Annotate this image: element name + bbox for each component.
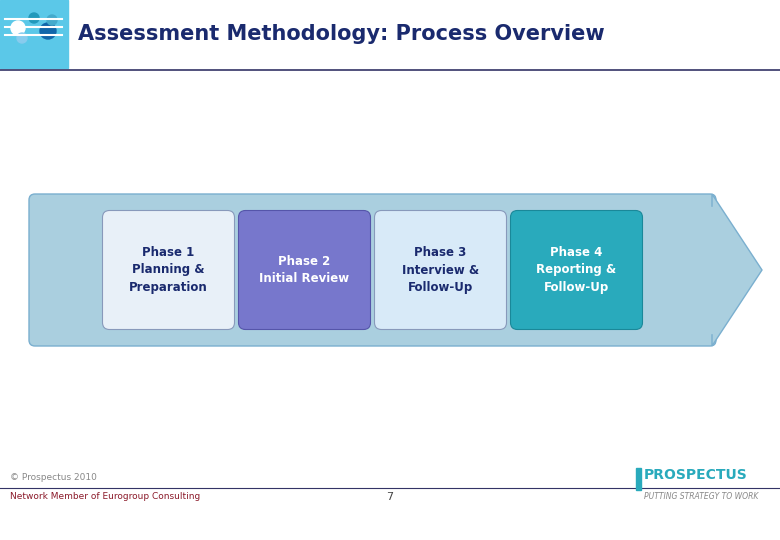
Circle shape: [17, 33, 27, 43]
Text: Phase 4
Reporting &
Follow-Up: Phase 4 Reporting & Follow-Up: [537, 246, 616, 294]
FancyBboxPatch shape: [102, 211, 235, 329]
Text: Assessment Methodology: Process Overview: Assessment Methodology: Process Overview: [78, 24, 604, 44]
FancyBboxPatch shape: [29, 194, 716, 346]
FancyBboxPatch shape: [510, 211, 643, 329]
Text: Phase 1
Planning &
Preparation: Phase 1 Planning & Preparation: [129, 246, 208, 294]
FancyBboxPatch shape: [239, 211, 370, 329]
Circle shape: [29, 13, 39, 23]
FancyBboxPatch shape: [374, 211, 506, 329]
Polygon shape: [712, 194, 762, 346]
Circle shape: [47, 15, 57, 25]
Text: PUTTING STRATEGY TO WORK: PUTTING STRATEGY TO WORK: [644, 492, 758, 501]
Text: PROSPECTUS: PROSPECTUS: [644, 468, 748, 482]
Bar: [709, 207, 715, 333]
Bar: [0, 0, 68, 68]
Circle shape: [11, 21, 25, 35]
Text: Network Member of Eurogroup Consulting: Network Member of Eurogroup Consulting: [10, 492, 200, 501]
Circle shape: [40, 23, 56, 39]
Bar: [636, 468, 641, 490]
Text: Phase 3
Interview &
Follow-Up: Phase 3 Interview & Follow-Up: [402, 246, 479, 294]
Text: Phase 2
Initial Review: Phase 2 Initial Review: [260, 255, 349, 285]
Text: © Prospectus 2010: © Prospectus 2010: [10, 473, 97, 482]
Text: 7: 7: [386, 492, 394, 502]
